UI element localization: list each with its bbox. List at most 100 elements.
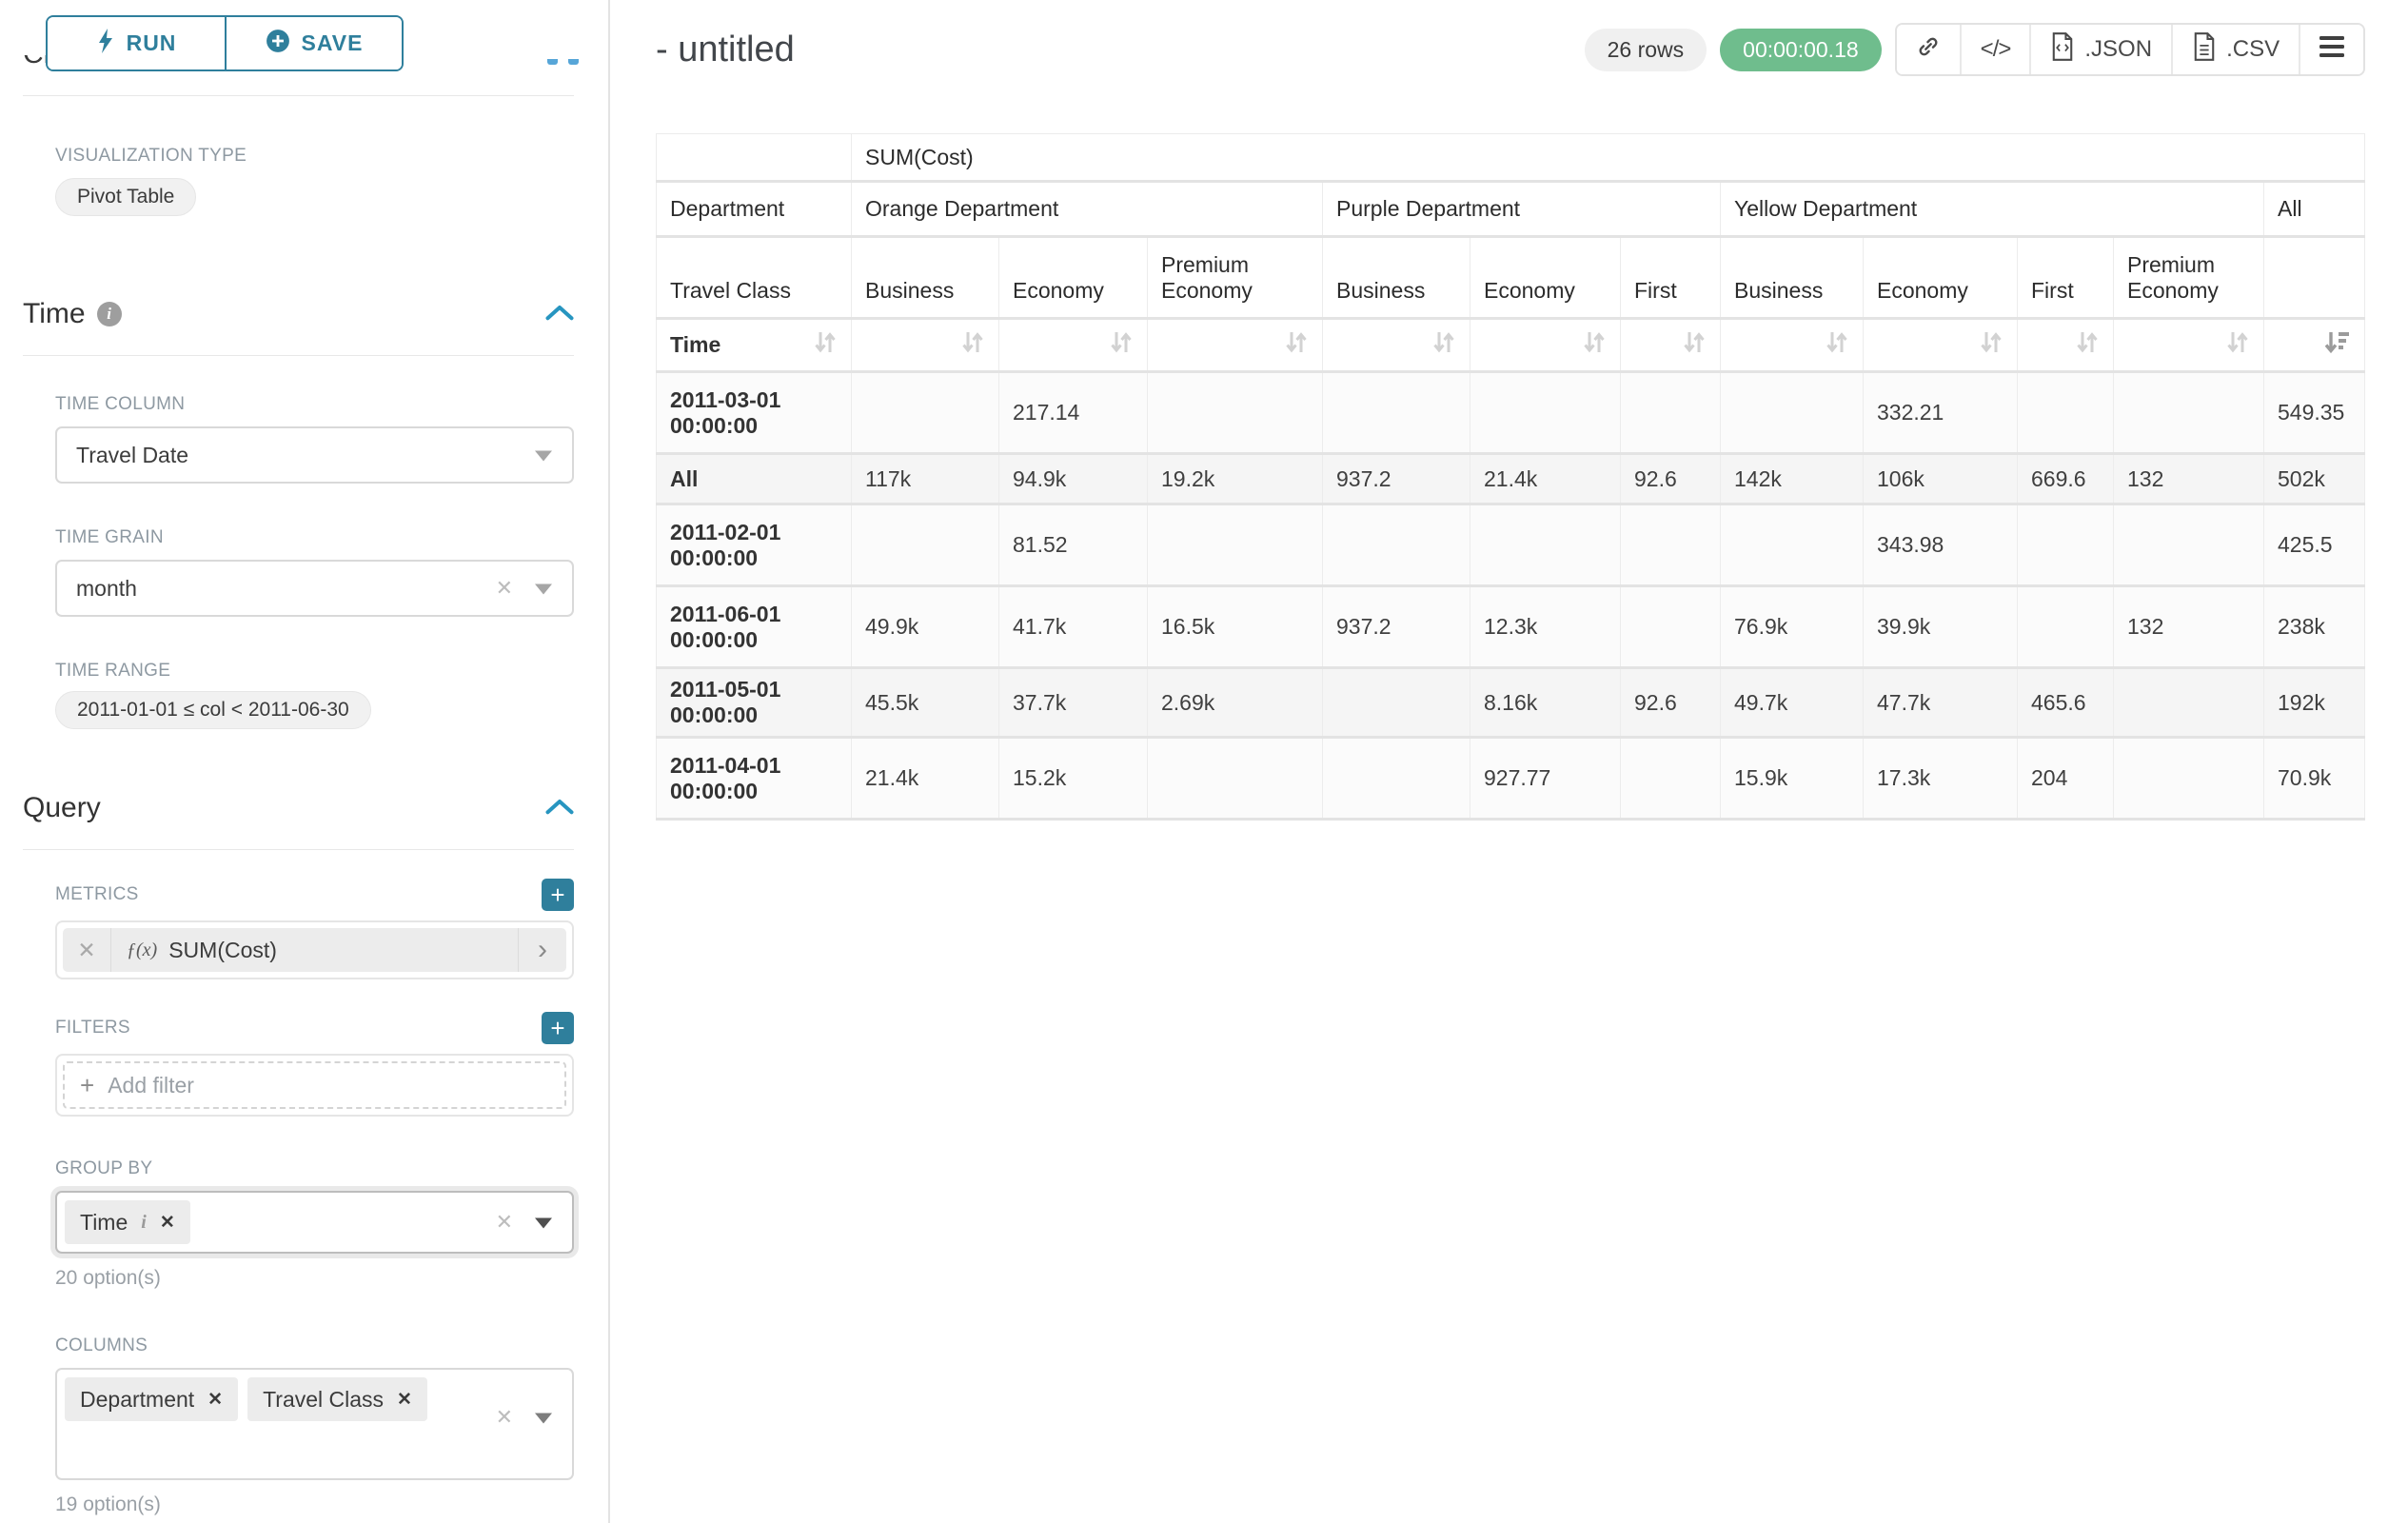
row-dimension-label: Department — [657, 182, 852, 237]
sort-header-cell[interactable] — [1721, 319, 1864, 372]
explore-view: Chart Type RUN SAVE VISUALIZA — [0, 0, 2408, 1523]
visualization-type-value[interactable]: Pivot Table — [55, 178, 196, 216]
pivot-cell — [1721, 372, 1864, 454]
sort-updown-icon[interactable] — [2225, 329, 2250, 361]
caret-down-icon[interactable] — [534, 576, 553, 602]
table-row: 2011-03-01 00:00:00217.14332.21549.35 — [657, 372, 2365, 454]
filters-label: FILTERS — [55, 1018, 130, 1038]
sort-updown-icon[interactable] — [960, 329, 985, 361]
pivot-cell — [2018, 586, 2114, 668]
save-button[interactable]: SAVE — [225, 17, 402, 69]
save-button-label: SAVE — [302, 30, 364, 56]
group-by-tag[interactable]: Time i ✕ — [65, 1200, 190, 1244]
clear-icon[interactable]: ✕ — [496, 576, 513, 601]
time-column-label: TIME COLUMN — [55, 394, 574, 415]
sort-updown-icon[interactable] — [1431, 329, 1456, 361]
sub-column-header: First — [1621, 237, 1721, 319]
sort-header-cell[interactable]: Time — [657, 319, 852, 372]
menu-button[interactable] — [2299, 25, 2363, 74]
remove-tag-icon[interactable]: ✕ — [397, 1389, 412, 1411]
sub-column-header: Economy — [1864, 237, 2018, 319]
pivot-cell: 45.5k — [852, 668, 999, 738]
caret-down-icon[interactable] — [534, 1210, 553, 1236]
time-grain-select[interactable]: month ✕ — [55, 560, 574, 617]
row-label: 2011-04-01 00:00:00 — [657, 738, 852, 820]
row-label: All — [657, 454, 852, 504]
pivot-cell: 15.9k — [1721, 738, 1864, 820]
pivot-cell — [1621, 372, 1721, 454]
clear-icon[interactable]: ✕ — [496, 1210, 513, 1235]
sort-header-cell[interactable] — [2114, 319, 2264, 372]
time-section-title: Time — [23, 298, 86, 330]
time-column-select[interactable]: Travel Date — [55, 426, 574, 484]
chevron-up-icon[interactable] — [545, 303, 574, 326]
sub-column-header: Economy — [1470, 237, 1621, 319]
pivot-cell: 217.14 — [999, 372, 1148, 454]
pivot-cell: 502k — [2264, 454, 2365, 504]
sort-header-cell[interactable] — [999, 319, 1148, 372]
pivot-cell: 16.5k — [1148, 586, 1323, 668]
caret-down-icon[interactable] — [534, 443, 553, 468]
sort-updown-icon[interactable] — [1682, 329, 1707, 361]
columns-select[interactable]: Department ✕ Travel Class ✕ ✕ — [55, 1368, 574, 1480]
embed-code-button[interactable]: </> — [1960, 25, 2030, 74]
export-toolbar: </> .JSON — [1895, 23, 2365, 76]
add-filter-button[interactable]: + — [542, 1012, 574, 1044]
run-button[interactable]: RUN — [48, 17, 225, 69]
sort-header-cell[interactable] — [1470, 319, 1621, 372]
info-icon: i — [141, 1212, 147, 1234]
sub-column-header: Premium Economy — [2114, 237, 2264, 319]
pivot-cell: 21.4k — [1470, 454, 1621, 504]
tag-label: Time — [80, 1210, 128, 1236]
pivot-cell: 238k — [2264, 586, 2365, 668]
sort-updown-icon[interactable] — [2075, 329, 2100, 361]
table-row: 2011-05-01 00:00:0045.5k37.7k2.69k8.16k9… — [657, 668, 2365, 738]
metric-item[interactable]: ✕ ƒ(x) SUM(Cost) › — [63, 928, 566, 972]
sort-header-cell[interactable] — [1323, 319, 1470, 372]
sort-header-cell[interactable] — [2264, 319, 2365, 372]
sort-updown-icon[interactable] — [1582, 329, 1607, 361]
pivot-cell — [1148, 372, 1323, 454]
add-metric-button[interactable]: + — [542, 879, 574, 911]
pivot-cell: 12.3k — [1470, 586, 1621, 668]
sort-updown-icon[interactable] — [1979, 329, 2003, 361]
group-by-select[interactable]: Time i ✕ ✕ — [55, 1191, 574, 1254]
chart-header: - untitled 26 rows 00:00:00.18 — [656, 23, 2365, 76]
row-label: 2011-03-01 00:00:00 — [657, 372, 852, 454]
query-section-header[interactable]: Query — [23, 792, 574, 850]
pivot-cell: 21.4k — [852, 738, 999, 820]
sort-header-cell[interactable] — [852, 319, 999, 372]
chevron-up-icon[interactable] — [545, 797, 574, 821]
remove-metric-icon[interactable]: ✕ — [63, 928, 111, 972]
sort-updown-icon[interactable] — [1109, 329, 1134, 361]
export-csv-button[interactable]: .CSV — [2171, 25, 2299, 74]
sub-column-header: Business — [1721, 237, 1864, 319]
hamburger-icon — [2319, 36, 2344, 64]
caret-down-icon[interactable] — [534, 1405, 553, 1431]
sort-amount-desc-icon[interactable] — [2322, 329, 2351, 361]
column-group-header: Purple Department — [1323, 182, 1721, 237]
sort-updown-icon[interactable] — [1825, 329, 1849, 361]
columns-tag[interactable]: Department ✕ — [65, 1377, 238, 1421]
sort-header-cell[interactable] — [2018, 319, 2114, 372]
sort-header-cell[interactable] — [1864, 319, 2018, 372]
chart-title[interactable]: - untitled — [656, 30, 795, 70]
pivot-cell — [1323, 504, 1470, 586]
remove-tag-icon[interactable]: ✕ — [160, 1212, 175, 1234]
add-filter-dropzone[interactable]: + Add filter — [63, 1061, 566, 1109]
columns-tag[interactable]: Travel Class ✕ — [247, 1377, 427, 1421]
export-json-button[interactable]: .JSON — [2029, 25, 2171, 74]
share-link-button[interactable] — [1897, 25, 1960, 74]
sort-updown-icon[interactable] — [813, 329, 838, 361]
sort-header-cell[interactable] — [1621, 319, 1721, 372]
sort-header-cell[interactable] — [1148, 319, 1323, 372]
sort-updown-icon[interactable] — [1284, 329, 1309, 361]
pivot-cell: 81.52 — [999, 504, 1148, 586]
column-group-row: Department Orange Department Purple Depa… — [657, 182, 2365, 237]
remove-tag-icon[interactable]: ✕ — [207, 1389, 223, 1411]
export-csv-label: .CSV — [2226, 36, 2280, 63]
chevron-right-icon[interactable]: › — [518, 928, 566, 972]
time-range-value[interactable]: 2011-01-01 ≤ col < 2011-06-30 — [55, 691, 371, 729]
time-section-header[interactable]: Time i — [23, 298, 574, 356]
clear-icon[interactable]: ✕ — [496, 1405, 513, 1430]
